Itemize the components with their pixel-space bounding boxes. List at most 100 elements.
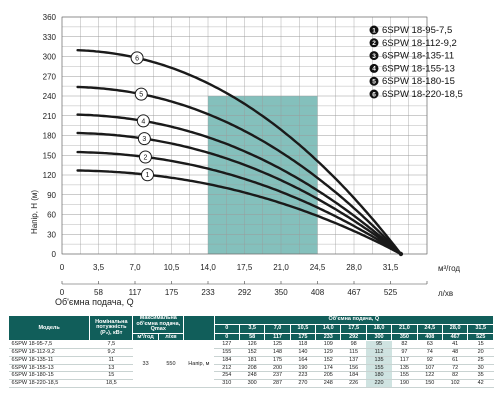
legend-entry: 6SPW 18-180-15 [382,76,455,87]
curve-number-label: 2 [143,154,147,161]
y-tick-label: 330 [43,33,57,42]
curve-series-4 [76,113,403,256]
legend-badge [369,63,379,73]
cell-model: 6SPW 18-112-9,2 [8,348,90,357]
cell-head-value: 63 [417,340,443,350]
table-row: 6SPW 18-155-13 13 212 208 200 190 174 156 155 135… [8,364,494,373]
cell-head-value: 122 [417,371,443,381]
legend-entry: 6SPW 18-95-7,5 [382,25,452,36]
cell-power: 9,2 [89,348,133,357]
table-row: 6SPW 18-112-9,2 9,2 155 152 148 140 129 115 112 9… [8,348,494,357]
legend-badge [369,25,379,35]
cell-head-value: 129 [315,348,341,357]
x-tick-label-m3h: 28,0 [346,263,362,272]
cell-head-value: 310 [214,379,240,389]
th-q-m3h: 3,5 [238,323,266,334]
cell-head-value: 140 [290,348,316,357]
cell-head-value: 200 [264,364,291,373]
th-q-lmin: 233 [315,332,342,342]
cell-model: 6SPW 18-220-18,5 [8,379,90,389]
cell-head-value: 41 [442,340,468,350]
x-tick-label-lmin: 408 [311,288,325,297]
curve-number-badge [141,168,155,182]
curve-series-1 [76,169,403,256]
curve-series-3 [76,131,403,256]
cell-head-value: 74 [417,348,443,357]
cell-head-value: 190 [290,364,316,373]
cell-head-value: 156 [340,364,367,373]
curve-number-badge [130,51,144,65]
cell-head-value: 35 [467,371,494,381]
cell-head-value: 97 [391,348,418,357]
cell-head-value: 150 [417,379,443,389]
cell-head-value: 152 [239,348,265,357]
cell-power: 11 [89,356,133,365]
cell-head-value: 300 [239,379,265,389]
th-q-lmin: 350 [391,332,418,342]
cell-head-value: 148 [264,348,291,357]
cell-head-value: 190 [391,379,418,389]
cell-head-label: Напір, м [183,340,215,389]
cell-head-value: 30 [467,364,494,373]
cell-head-value: 126 [239,340,265,350]
th-q-lmin: 292 [340,332,367,342]
cell-head-value: 175 [264,356,291,365]
legend-badge-number: 4 [372,66,376,73]
legend-badge-number: 2 [372,40,376,47]
legend-badge-number: 3 [372,53,376,60]
th-q-m3h: 28,0 [441,323,469,334]
cell-head-value: 152 [315,356,341,365]
cell-head-value: 127 [214,340,240,350]
cell-head-value: 155 [391,371,418,381]
y-tick-label: 210 [43,112,57,121]
th-q-group: Об'ємна подача, Q [213,315,495,325]
th-flow-group: Максимальна об'ємна подача, Qmax [132,315,185,334]
th-flow-m3h: м³/год [132,332,159,342]
cell-head-value: 270 [290,379,316,389]
legend-entry: 6SPW 18-112-9,2 [382,38,457,49]
cell-power: 7,5 [89,340,133,350]
x-tick-label-m3h: 31,5 [383,263,399,272]
cell-head-value: 208 [239,364,265,373]
cell-model: 6SPW 18-180-15 [8,371,90,381]
th-q-lmin: 58 [238,332,266,342]
x-tick-label-lmin: 292 [238,288,252,297]
table-row: 6SPW 18-180-15 15 254 248 237 223 205 184 180 155… [8,371,494,381]
th-q-m3h: 24,5 [416,323,443,334]
th-q-m3h: 21,0 [391,323,418,334]
x-tick-label-lmin: 525 [384,288,398,297]
y-tick-label: 30 [47,230,56,239]
y-tick-label: 270 [43,72,57,81]
cell-head-value: 20 [467,348,494,357]
legend-badge [369,89,379,99]
cell-head-value: 115 [340,348,367,357]
y-tick-label: 60 [47,211,56,220]
legend-badge-number: 6 [372,91,376,98]
y-tick-label: 120 [43,171,57,180]
cell-head-value: 118 [290,340,316,350]
cell-head-value: 180 [366,371,392,381]
performance-table: Модель Номінальна потужність (P₂), кВт М… [7,314,495,389]
cell-head-value: 109 [315,340,341,350]
cell-head-value: 82 [391,340,418,350]
curve-number-badge [138,150,152,164]
th-q-lmin: 467 [441,332,469,342]
th-q-lmin: 408 [416,332,443,342]
curve-number-badge [134,87,148,101]
x-unit-secondary: л/хв [438,289,453,298]
cell-head-value: 248 [239,371,265,381]
cell-model: 6SPW 18-135-11 [8,356,90,365]
cell-head-value: 205 [315,371,341,381]
y-tick-label: 90 [47,191,56,200]
cell-head-value: 15 [467,340,494,350]
th-flow-lmin: л/хв [157,332,185,342]
cell-power: 15 [89,371,133,381]
cell-qmax-lmin: 550 [158,340,184,389]
th-q-m3h: 7,0 [264,323,291,334]
th-q-lmin: 175 [289,332,317,342]
cell-head-value: 95 [366,340,392,350]
th-q-m3h: 18,0 [365,323,393,334]
cell-head-value: 102 [442,379,468,389]
x-tick-label-m3h: 21,0 [273,263,289,272]
